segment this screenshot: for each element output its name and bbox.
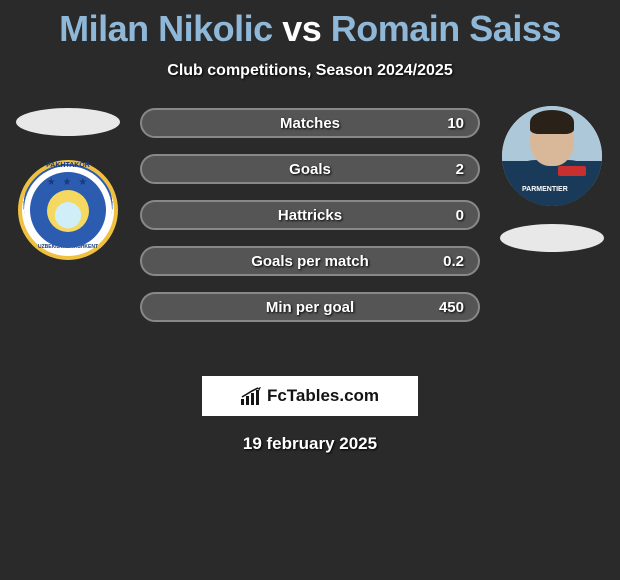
stat-row-goals: Goals 2 — [140, 154, 480, 184]
stat-right: 0 — [456, 207, 464, 224]
stat-right: 450 — [439, 299, 464, 316]
title-player2: Romain Saiss — [331, 8, 561, 49]
chart-up-icon — [241, 387, 261, 405]
title-vs: vs — [282, 8, 321, 49]
brand-logo-text: FcTables.com — [267, 386, 379, 406]
stat-label: Min per goal — [266, 299, 354, 316]
subtitle: Club competitions, Season 2024/2025 — [0, 62, 620, 80]
player1-club-badge: PAKHTAKOR UZBEKISTAN TASHKENT ★ ★ ★ — [18, 160, 118, 260]
badge-text-top: PAKHTAKOR — [24, 162, 112, 169]
stat-label: Hattricks — [278, 207, 342, 224]
stat-row-mpg: Min per goal 450 — [140, 292, 480, 322]
player1-name-ellipse — [16, 108, 120, 136]
stat-label: Goals — [289, 161, 331, 178]
photo-sponsor-text: PARMENTIER — [522, 186, 568, 193]
stat-right: 2 — [456, 161, 464, 178]
date-text: 19 february 2025 — [0, 434, 620, 454]
right-column: PARMENTIER — [492, 108, 612, 252]
stat-label: Matches — [280, 115, 340, 132]
badge-core — [47, 190, 89, 232]
stat-right: 10 — [447, 115, 464, 132]
stat-row-matches: Matches 10 — [140, 108, 480, 138]
stat-right: 0.2 — [443, 253, 464, 270]
badge-ring: ★ ★ ★ — [30, 172, 106, 248]
stat-rows: Matches 10 Goals 2 Hattricks 0 Goals per… — [140, 108, 480, 338]
player2-photo: PARMENTIER — [502, 106, 602, 206]
left-column: PAKHTAKOR UZBEKISTAN TASHKENT ★ ★ ★ — [8, 108, 128, 260]
badge-stars-icon: ★ ★ ★ — [47, 177, 89, 188]
content-area: PAKHTAKOR UZBEKISTAN TASHKENT ★ ★ ★ PARM… — [0, 108, 620, 368]
brand-logo-box[interactable]: FcTables.com — [202, 376, 418, 416]
stat-row-hattricks: Hattricks 0 — [140, 200, 480, 230]
stat-row-gpm: Goals per match 0.2 — [140, 246, 480, 276]
page-title: Milan Nikolic vs Romain Saiss — [0, 0, 620, 50]
stat-label: Goals per match — [251, 253, 369, 270]
player2-club-ellipse — [500, 224, 604, 252]
title-player1: Milan Nikolic — [59, 8, 273, 49]
photo-sponsor-strip — [558, 166, 586, 176]
photo-hair — [530, 110, 574, 134]
